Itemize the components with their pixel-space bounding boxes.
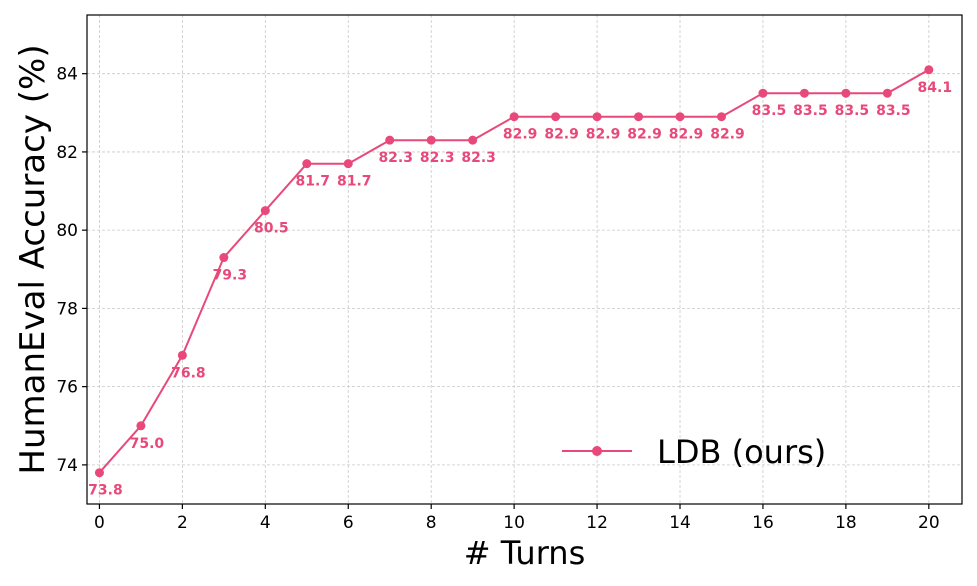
x-tick-label: 4 [260, 513, 271, 533]
legend: LDB (ours) [562, 433, 826, 471]
data-label: 82.9 [627, 127, 662, 143]
plot-frame [86, 14, 963, 505]
x-tick-label: 0 [94, 513, 105, 533]
x-tick-label: 8 [426, 513, 437, 533]
data-point [260, 206, 270, 216]
x-axis-title: # Turns [464, 534, 586, 572]
axis-ticks: 0 2 4 6 8 10 12 14 16 18 20 74 76 78 80 82 84 [56, 65, 939, 533]
y-tick-label: 78 [56, 299, 78, 319]
data-point [841, 88, 851, 98]
data-label: 82.9 [669, 127, 704, 143]
data-label: 80.5 [254, 221, 289, 237]
data-label: 84.1 [918, 80, 953, 96]
x-tick-label: 14 [669, 513, 691, 533]
x-tick-label: 10 [503, 513, 525, 533]
x-tick-label: 2 [177, 513, 188, 533]
data-point [343, 159, 353, 169]
data-point [468, 135, 478, 145]
data-label: 83.5 [876, 103, 911, 119]
data-point [675, 112, 685, 122]
data-point [924, 65, 934, 75]
data-label: 82.3 [420, 150, 455, 166]
data-label: 82.3 [461, 150, 496, 166]
data-point [634, 112, 644, 122]
data-label: 82.9 [710, 127, 745, 143]
data-point [426, 135, 436, 145]
data-label: 81.7 [337, 174, 372, 190]
data-point [551, 112, 561, 122]
y-tick-label: 74 [56, 456, 78, 476]
data-label: 76.8 [171, 365, 206, 381]
data-point [219, 253, 229, 263]
data-label: 83.5 [793, 103, 828, 119]
data-point [509, 112, 519, 122]
data-point [799, 88, 809, 98]
data-point [592, 112, 602, 122]
data-label: 73.8 [88, 483, 123, 499]
data-label: 75.0 [130, 436, 165, 452]
y-tick-label: 80 [56, 221, 78, 241]
x-tick-label: 18 [835, 513, 857, 533]
data-point [385, 135, 395, 145]
data-label: 82.9 [586, 127, 621, 143]
data-label: 82.3 [378, 150, 413, 166]
y-tick-label: 84 [56, 65, 78, 85]
data-label: 82.9 [544, 127, 579, 143]
y-tick-label: 76 [56, 378, 78, 398]
data-point [94, 468, 104, 478]
data-point [882, 88, 892, 98]
data-label: 81.7 [296, 174, 331, 190]
x-tick-label: 20 [918, 513, 940, 533]
data-label: 83.5 [835, 103, 870, 119]
legend-marker [592, 446, 602, 456]
data-point [716, 112, 726, 122]
data-point [177, 350, 187, 360]
data-label: 82.9 [503, 127, 538, 143]
data-point [136, 421, 146, 431]
series-layer: 73.8 75.0 76.8 79.3 80.5 81.7 81.7 82.3 82.3 82.3… [88, 65, 953, 499]
x-tick-label: 6 [343, 513, 354, 533]
x-tick-label: 16 [752, 513, 774, 533]
data-label: 83.5 [752, 103, 787, 119]
y-axis-title: HumanEval Accuracy (%) [13, 44, 53, 474]
x-tick-label: 12 [586, 513, 608, 533]
data-label: 79.3 [213, 268, 248, 284]
legend-label: LDB (ours) [657, 433, 826, 471]
data-point [302, 159, 312, 169]
data-point [758, 88, 768, 98]
grid [87, 15, 962, 504]
y-tick-label: 82 [56, 143, 78, 163]
